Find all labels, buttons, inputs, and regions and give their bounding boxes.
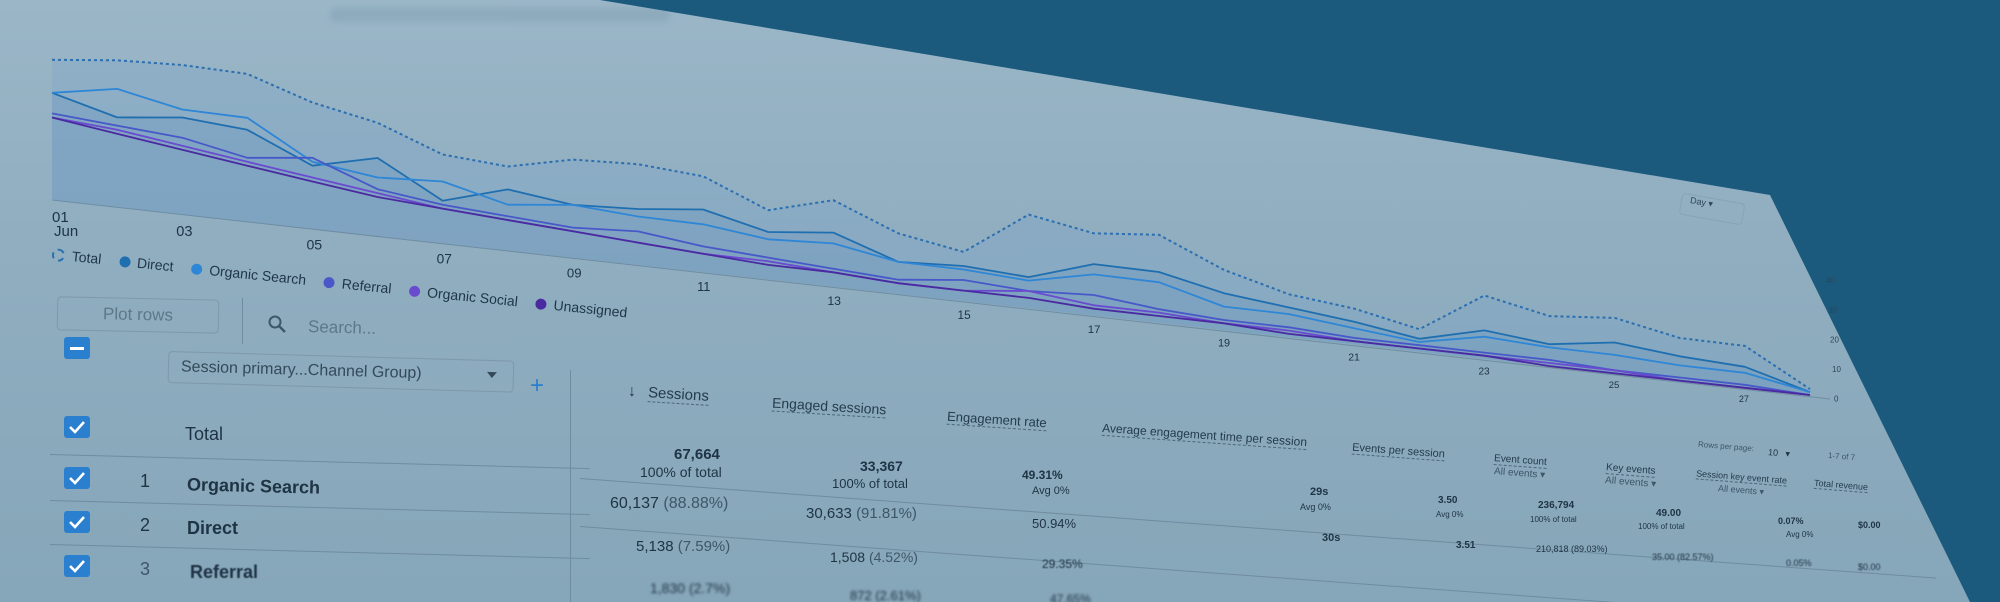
series-area-direct bbox=[52, 92, 1810, 396]
y-tick-label: 20 bbox=[1830, 335, 1839, 344]
row-rank: 2 bbox=[140, 515, 151, 535]
row3-rate: 47.65% bbox=[1050, 592, 1091, 602]
row-name-organic-search[interactable]: Organic Search bbox=[186, 474, 321, 498]
total-engaged-sub: 100% of total bbox=[832, 476, 908, 491]
x-month-label: Jun bbox=[54, 223, 78, 240]
total-skr: 0.07% bbox=[1778, 516, 1804, 526]
total-label: Total bbox=[185, 424, 224, 444]
total-engaged: 33,367 bbox=[860, 458, 903, 474]
minus-icon bbox=[70, 347, 84, 350]
total-avg-time: 29s bbox=[1310, 486, 1329, 498]
plot-rows-button[interactable]: Plot rows bbox=[56, 296, 220, 334]
row1-key-events: 35.00 (82.57%) bbox=[1652, 552, 1714, 562]
legend-dot-icon bbox=[118, 255, 131, 268]
row1-skr: 0.05% bbox=[1786, 558, 1812, 568]
total-skr-sub: Avg 0% bbox=[1786, 530, 1814, 539]
x-tick-label: 05 bbox=[306, 237, 322, 253]
legend-dot-icon bbox=[190, 262, 203, 275]
chevron-down-icon bbox=[486, 371, 497, 379]
row1-engaged: 30,633 (91.81%) bbox=[806, 505, 917, 522]
row1-event-count: 210,818 (89.03%) bbox=[1536, 544, 1608, 554]
total-eps: 3.50 bbox=[1438, 495, 1458, 506]
row1-eps: 3.51 bbox=[1456, 540, 1476, 551]
series-line-referral[interactable] bbox=[51, 112, 1811, 396]
legend-dot-icon bbox=[408, 284, 421, 297]
y-tick-label: 30 bbox=[1828, 306, 1837, 315]
row-name-direct[interactable]: Direct bbox=[187, 518, 239, 538]
check-icon bbox=[69, 516, 85, 529]
x-axis-line bbox=[51, 199, 1831, 400]
table-divider bbox=[570, 370, 571, 602]
total-event-count-sub: 100% of total bbox=[1530, 515, 1577, 524]
y-tick-label: 40 bbox=[1826, 276, 1835, 285]
total-avg-time-sub: Avg 0% bbox=[1300, 502, 1331, 512]
row1-avg-time: 30s bbox=[1322, 532, 1341, 544]
row-checkbox-total[interactable] bbox=[64, 416, 90, 438]
check-icon bbox=[69, 560, 85, 573]
row-rank: 1 bbox=[140, 471, 151, 491]
check-icon bbox=[69, 472, 85, 485]
y-tick-label: 0 bbox=[1834, 395, 1839, 404]
series-line-total[interactable] bbox=[51, 58, 1811, 390]
col-sessions[interactable]: Sessions bbox=[647, 384, 710, 406]
row3-sessions: 1,830 (2.7%) bbox=[650, 580, 731, 596]
total-key-events: 49.00 bbox=[1656, 508, 1682, 519]
series-line-organic-search[interactable] bbox=[51, 88, 1811, 393]
series-area-total bbox=[52, 59, 1810, 396]
toolbar-divider bbox=[242, 298, 243, 344]
rows-per-page-select[interactable]: 10 ▾ bbox=[1767, 447, 1791, 459]
legend-dot-icon bbox=[323, 276, 336, 289]
row3-engaged: 872 (2.61%) bbox=[850, 588, 921, 602]
x-tick-label: 27 bbox=[1739, 394, 1749, 404]
x-tick-label: 23 bbox=[1478, 366, 1490, 377]
total-rate-sub: Avg 0% bbox=[1032, 485, 1070, 497]
x-tick-label: 17 bbox=[1088, 324, 1101, 336]
total-key-events-sub: 100% of total bbox=[1638, 522, 1685, 531]
total-rate: 49.31% bbox=[1022, 468, 1063, 482]
select-all-checkbox[interactable] bbox=[64, 337, 90, 359]
search-input[interactable]: Search... bbox=[307, 317, 377, 338]
row-checkbox-2[interactable] bbox=[64, 511, 90, 533]
total-event-count: 236,794 bbox=[1538, 500, 1575, 511]
row-name-referral[interactable]: Referral bbox=[190, 562, 259, 582]
total-eps-sub: Avg 0% bbox=[1436, 510, 1464, 519]
legend-dot-icon bbox=[535, 297, 548, 310]
row1-revenue: $0.00 bbox=[1858, 562, 1881, 572]
blurred-header bbox=[330, 8, 670, 22]
total-sessions-sub: 100% of total bbox=[640, 464, 722, 480]
search-icon bbox=[268, 315, 286, 333]
row-checkbox-3[interactable] bbox=[64, 555, 90, 577]
x-tick-label: 25 bbox=[1609, 380, 1620, 391]
x-tick-label: 11 bbox=[697, 279, 710, 294]
x-tick-label: 01 bbox=[52, 209, 69, 226]
series-line-unassigned[interactable] bbox=[51, 116, 1811, 396]
x-tick-label: 15 bbox=[958, 308, 972, 322]
x-tick-label: 03 bbox=[176, 224, 192, 240]
sort-desc-icon[interactable]: ↓ bbox=[628, 383, 636, 400]
x-tick-label: 21 bbox=[1348, 351, 1360, 363]
row2-sessions: 5,138 (7.59%) bbox=[636, 538, 731, 555]
x-tick-label: 13 bbox=[827, 294, 841, 308]
total-sessions: 67,664 bbox=[674, 446, 720, 463]
row-rank: 3 bbox=[140, 559, 151, 579]
row-checkbox-1[interactable] bbox=[64, 467, 90, 489]
row1-rate: 50.94% bbox=[1032, 516, 1077, 531]
row1-sessions: 60,137 (88.88%) bbox=[610, 495, 729, 512]
total-revenue: $0.00 bbox=[1858, 520, 1881, 530]
y-tick-label: 10 bbox=[1832, 365, 1841, 374]
row2-rate: 29.35% bbox=[1042, 557, 1083, 571]
add-dimension-icon[interactable]: + bbox=[530, 372, 545, 399]
x-tick-label: 07 bbox=[437, 252, 452, 267]
x-tick-label: 19 bbox=[1218, 338, 1230, 350]
row2-engaged: 1,508 (4.52%) bbox=[830, 549, 918, 565]
legend-dot-icon bbox=[51, 247, 66, 262]
check-icon bbox=[69, 421, 85, 434]
x-tick-label: 09 bbox=[567, 265, 582, 280]
series-line-direct[interactable] bbox=[51, 91, 1811, 393]
